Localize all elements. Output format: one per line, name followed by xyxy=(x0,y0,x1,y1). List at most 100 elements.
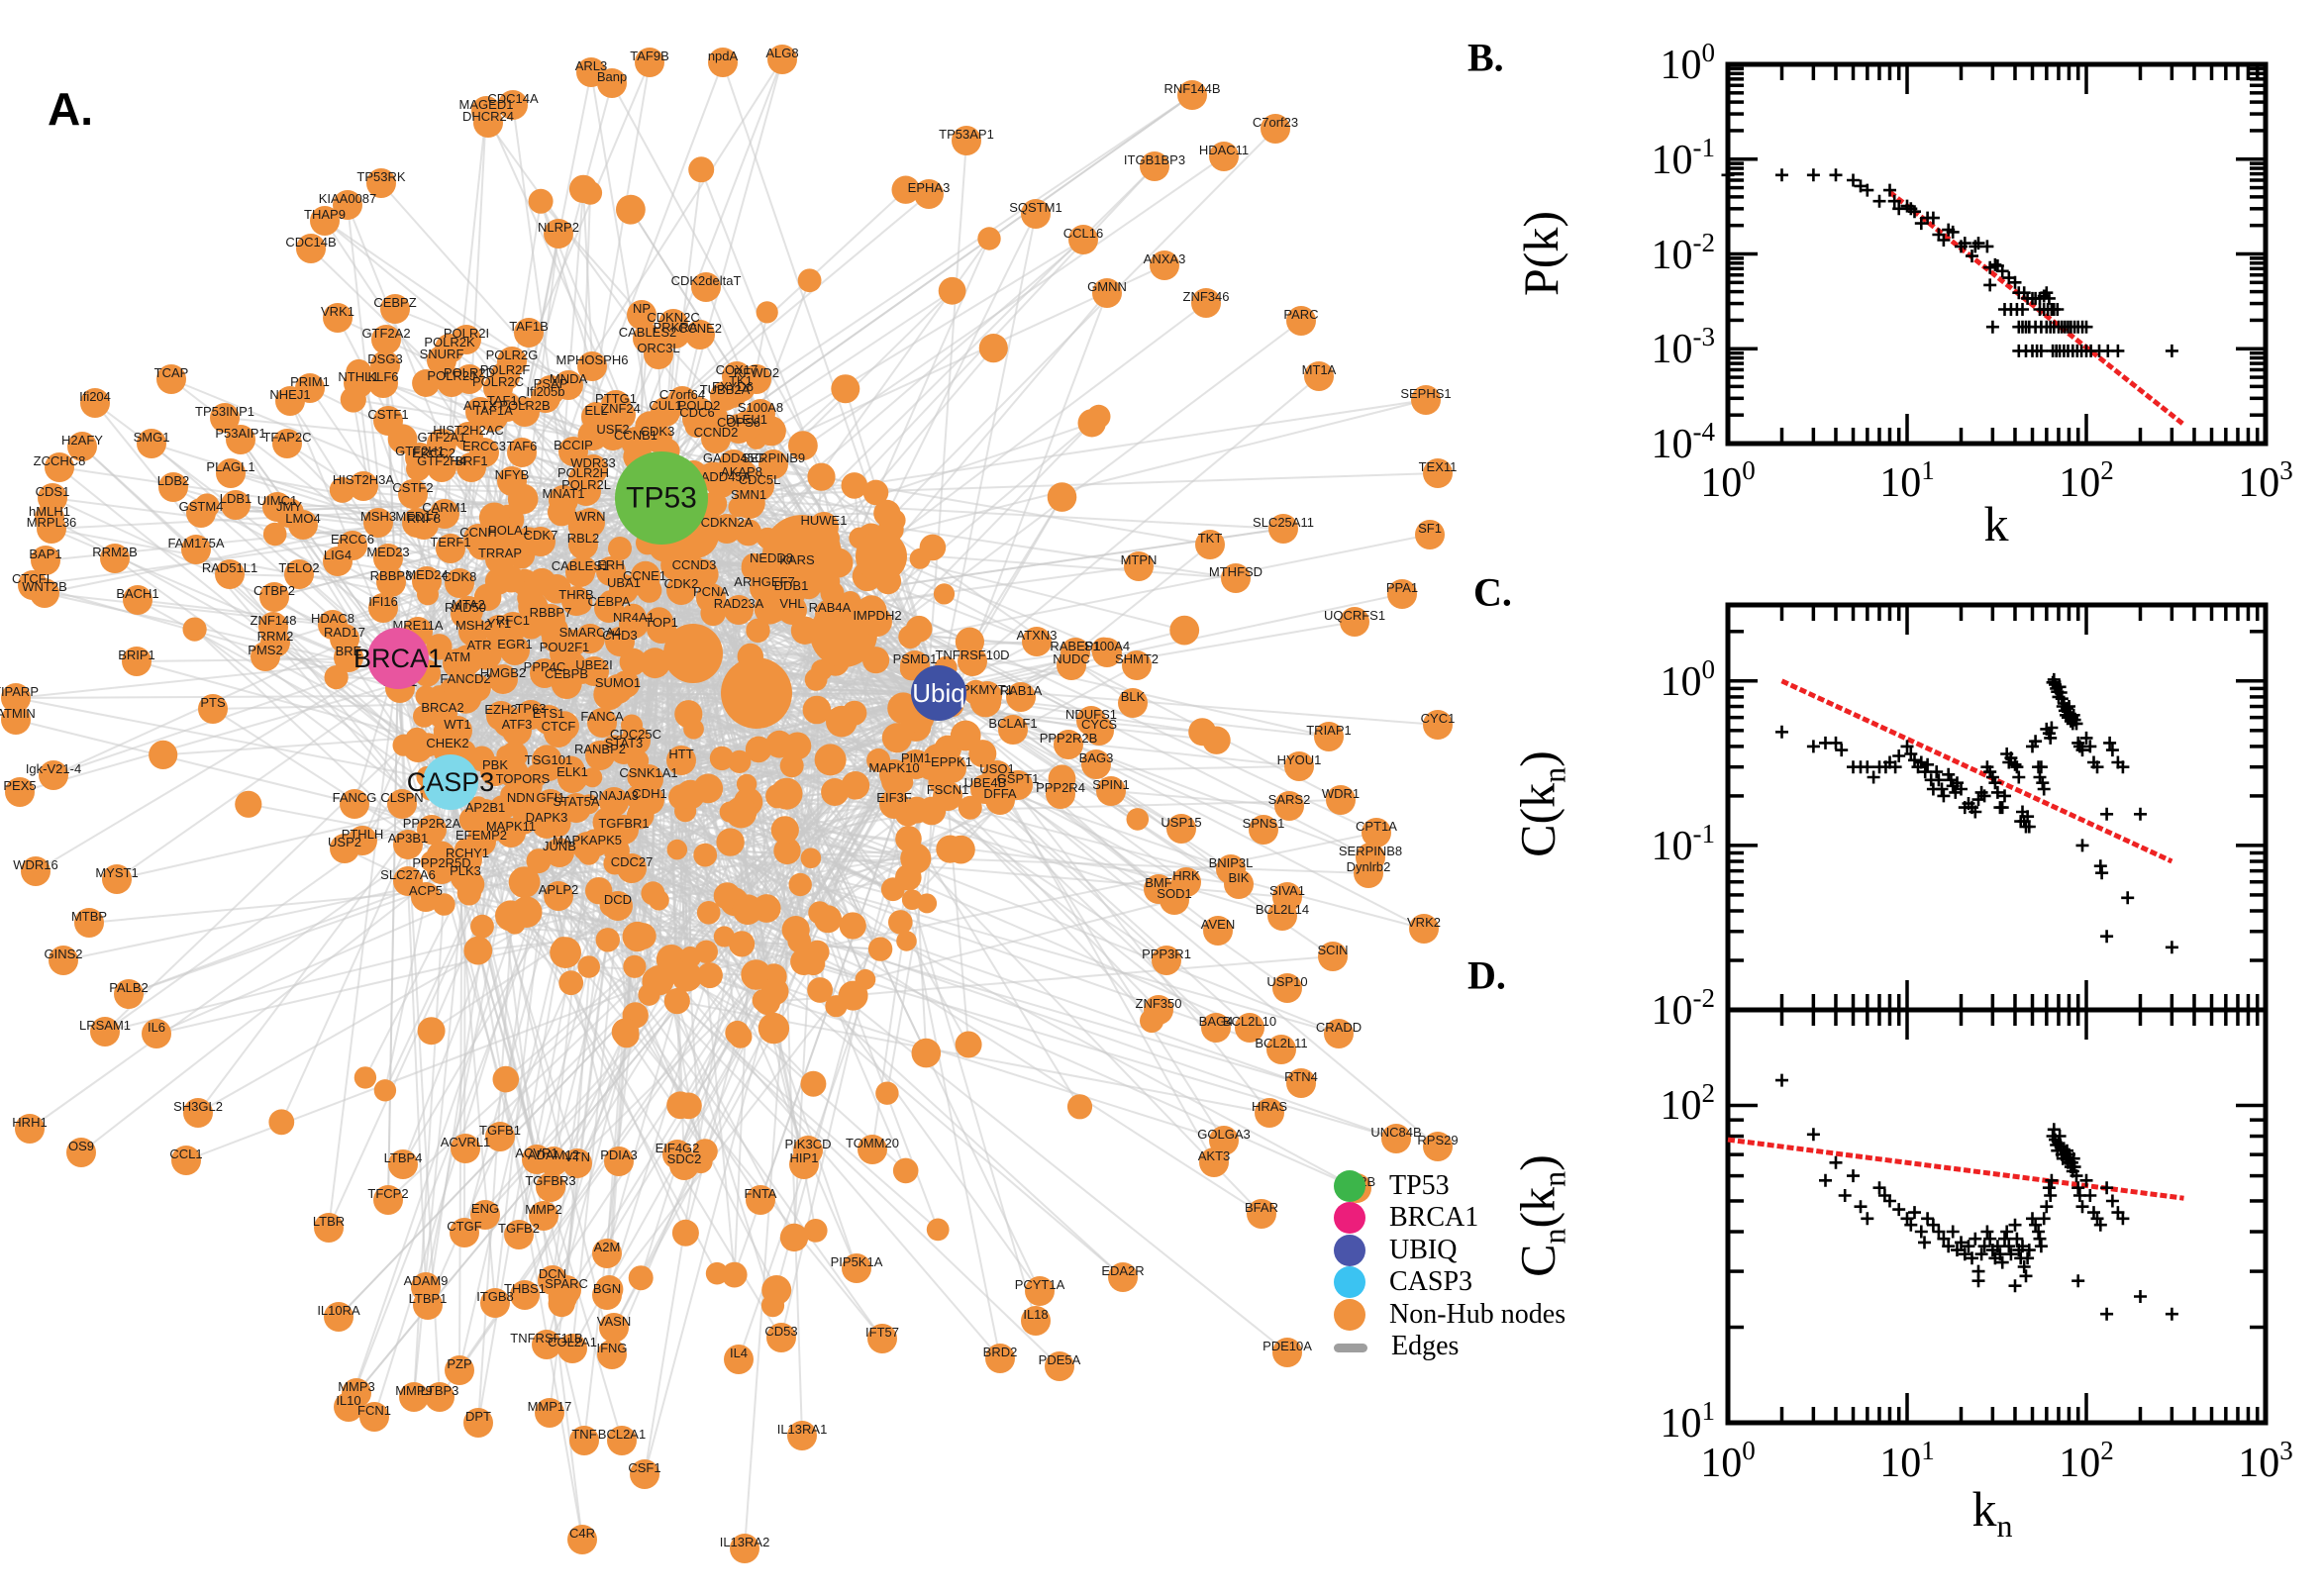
network-node xyxy=(156,364,186,394)
network-node xyxy=(642,966,671,996)
network-node xyxy=(67,432,97,461)
network-node xyxy=(1054,730,1083,759)
network-node-label: POLR2J xyxy=(427,368,475,383)
network-node xyxy=(597,68,627,98)
network-node xyxy=(1152,946,1181,975)
network-node xyxy=(595,928,620,952)
network-node xyxy=(630,567,659,597)
data-point-marker xyxy=(2037,782,2051,796)
network-node-label: UNC84B xyxy=(1370,1125,1421,1140)
network-node xyxy=(862,607,892,637)
network-node-label: PLAGL1 xyxy=(206,459,254,474)
network-node-label: ATF3 xyxy=(502,717,533,732)
network-node-label: EFEMP2 xyxy=(455,828,507,843)
network-node-label: POLR2B xyxy=(499,398,550,413)
network-node-label: RFWD2 xyxy=(734,365,779,380)
network-node xyxy=(955,1031,982,1058)
data-point-marker xyxy=(2044,1189,2058,1202)
network-node xyxy=(841,472,868,499)
network-node xyxy=(619,609,649,639)
network-node xyxy=(732,894,763,925)
network-node xyxy=(492,1065,520,1093)
data-point-marker xyxy=(2034,760,2048,774)
network-edge xyxy=(397,657,427,1288)
data-point-marker xyxy=(2100,1307,2114,1321)
network-node-label: ERH xyxy=(597,557,624,572)
network-node-label: CSTF1 xyxy=(367,407,408,422)
network-node xyxy=(296,234,326,263)
network-node xyxy=(445,568,474,598)
data-point-marker xyxy=(2100,1181,2114,1195)
network-node-label: AKT3 xyxy=(1198,1148,1231,1163)
network-node-label: TP53AP1 xyxy=(939,127,994,142)
network-node xyxy=(635,48,664,77)
hub-node-label: Ubiq xyxy=(912,678,964,708)
network-node xyxy=(488,664,518,694)
network-node xyxy=(485,545,515,574)
data-point-marker xyxy=(1819,1173,1832,1187)
network-node-label: AP2B1 xyxy=(465,800,505,815)
network-node xyxy=(1423,1132,1453,1161)
network-node xyxy=(619,648,648,676)
network-node xyxy=(1188,718,1217,747)
network-node-label: LTBR xyxy=(313,1214,345,1229)
network-node xyxy=(968,740,997,768)
network-node xyxy=(911,1038,942,1068)
network-node-label: A2M xyxy=(594,1240,621,1254)
network-node xyxy=(671,1219,699,1247)
data-point-marker xyxy=(2008,1218,2022,1232)
network-node xyxy=(373,544,403,573)
network-node-label: CCL16 xyxy=(1063,226,1103,241)
network-node-label: PEX5 xyxy=(3,778,36,793)
network-node xyxy=(1255,1098,1284,1128)
network-node-label: CCND2 xyxy=(694,425,739,440)
network-node xyxy=(437,367,466,397)
network-node-label: H2AFY xyxy=(61,433,103,448)
network-node xyxy=(577,955,600,978)
network-node-label: CARM1 xyxy=(422,500,467,515)
network-node xyxy=(713,882,742,910)
network-node-label: CDK7 xyxy=(524,528,558,543)
network-node-label: ERCC3 xyxy=(462,439,506,453)
network-node-label: KARS xyxy=(779,552,815,567)
network-node xyxy=(380,294,410,324)
data-point-marker xyxy=(1806,740,1820,753)
network-node-label: Ifi204 xyxy=(79,389,111,404)
network-node xyxy=(623,954,647,978)
network-node xyxy=(526,527,556,556)
network-node-label: CSTF2 xyxy=(392,480,433,495)
network-node xyxy=(412,566,442,596)
network-node xyxy=(80,388,110,418)
network-node-label: CTBP2 xyxy=(253,583,295,598)
network-node-label: GSTM4 xyxy=(179,499,224,514)
network-node-label: FSCN1 xyxy=(927,782,969,797)
network-node xyxy=(1046,779,1075,809)
network-node-label: TOMM20 xyxy=(846,1136,899,1150)
network-node xyxy=(758,449,788,479)
network-node xyxy=(465,397,495,427)
network-node-label: BCCIP xyxy=(554,438,593,452)
network-node-label: UQCRFS1 xyxy=(1324,608,1385,623)
network-node xyxy=(554,370,583,400)
network-node-label: BCL2L14 xyxy=(1256,902,1309,917)
data-point-marker xyxy=(2103,736,2117,749)
network-node xyxy=(1199,1147,1229,1177)
network-node xyxy=(451,862,480,892)
network-node-label: SOD1 xyxy=(1157,886,1191,901)
network-node xyxy=(1006,682,1036,712)
network-node xyxy=(1286,306,1316,336)
network-node-label: ZNF350 xyxy=(1136,996,1182,1011)
network-node-label: PPP2R4 xyxy=(1036,780,1085,795)
network-node xyxy=(644,340,673,369)
network-edge xyxy=(660,497,678,1002)
network-node xyxy=(804,668,828,691)
network-node xyxy=(745,736,772,763)
network-node xyxy=(1126,808,1150,831)
network-node xyxy=(393,830,423,859)
network-node xyxy=(666,746,696,775)
network-node xyxy=(344,368,373,398)
network-node xyxy=(198,694,228,724)
network-node xyxy=(675,779,706,810)
network-node xyxy=(706,468,736,498)
network-node-label: ACVR1 xyxy=(515,1146,557,1160)
